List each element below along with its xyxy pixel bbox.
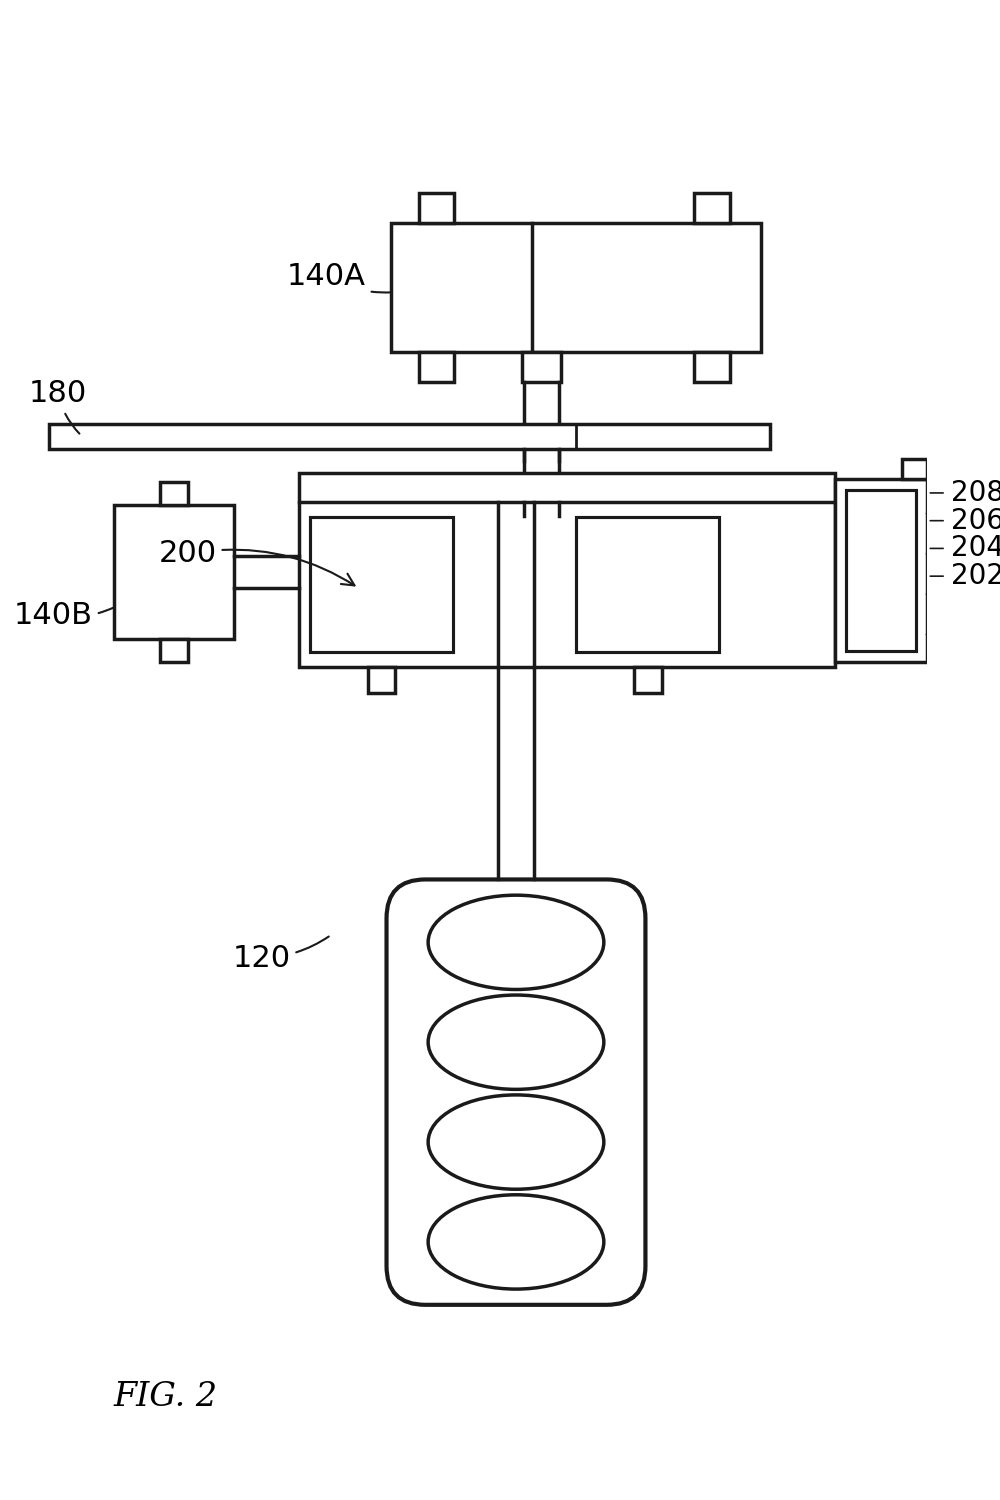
- Bar: [694, 194, 730, 224]
- Bar: [49, 423, 770, 450]
- Text: 208: 208: [951, 478, 1000, 507]
- Ellipse shape: [428, 994, 604, 1089]
- FancyBboxPatch shape: [387, 879, 645, 1305]
- Text: FIG. 2: FIG. 2: [114, 1382, 218, 1413]
- Bar: [114, 506, 234, 639]
- Bar: [835, 478, 927, 662]
- Bar: [694, 352, 730, 382]
- Bar: [160, 482, 188, 506]
- Bar: [576, 518, 719, 651]
- Bar: [902, 459, 927, 478]
- Bar: [522, 352, 561, 382]
- Text: 140A: 140A: [287, 262, 390, 292]
- Bar: [419, 352, 454, 382]
- Bar: [391, 224, 761, 352]
- Text: 206: 206: [951, 507, 1000, 534]
- Text: 204: 204: [951, 534, 1000, 562]
- Bar: [310, 518, 453, 651]
- Ellipse shape: [428, 896, 604, 990]
- Bar: [299, 472, 835, 668]
- Text: 180: 180: [29, 380, 87, 433]
- Ellipse shape: [428, 1095, 604, 1190]
- Bar: [160, 639, 188, 662]
- Text: 200: 200: [159, 540, 354, 585]
- Text: 140B: 140B: [14, 602, 113, 630]
- Bar: [368, 668, 395, 693]
- Bar: [419, 194, 454, 224]
- Text: 120: 120: [233, 936, 329, 972]
- Ellipse shape: [428, 1196, 604, 1288]
- Bar: [846, 490, 916, 651]
- Bar: [634, 668, 662, 693]
- Text: 202: 202: [951, 562, 1000, 590]
